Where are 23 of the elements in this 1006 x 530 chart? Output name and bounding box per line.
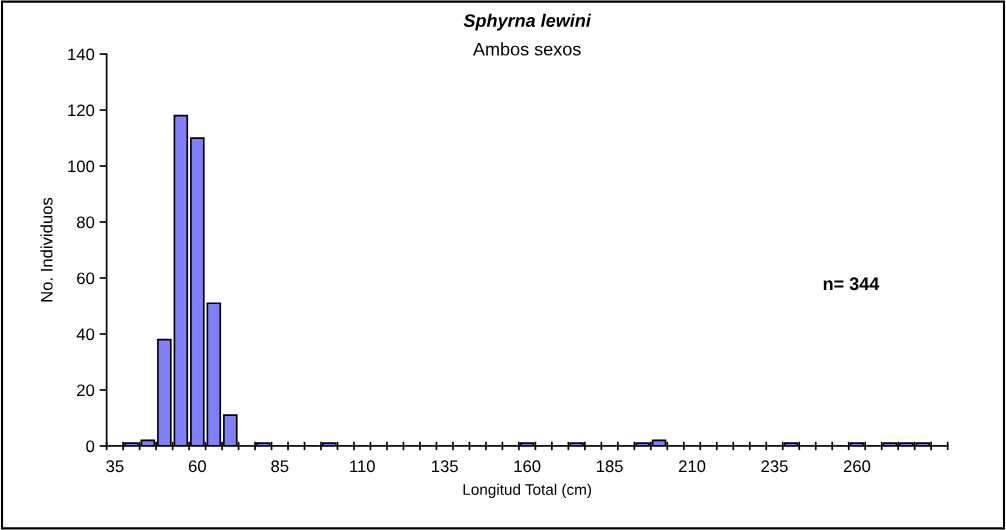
y-tick-label: 20 [77, 384, 95, 397]
y-tick-label: 60 [77, 272, 95, 285]
y-tick-label: 0 [86, 440, 95, 453]
x-tick-label: 135 [432, 460, 458, 473]
x-tick-label: 160 [514, 460, 541, 473]
x-tick-label: 235 [761, 460, 788, 473]
x-tick-label: 60 [188, 460, 206, 473]
y-tick-label: 80 [77, 216, 95, 229]
y-tick-label: 120 [68, 104, 95, 117]
y-tick-label: 140 [68, 48, 95, 61]
x-tick-label: 110 [350, 460, 375, 473]
y-tick-label: 100 [68, 160, 95, 173]
y-tick-label: 40 [76, 328, 95, 341]
y-axis-title: No. Individuos [40, 197, 53, 302]
chart-title: Sphyrna lewini [463, 13, 592, 31]
x-tick-label: 35 [106, 460, 124, 473]
annotation: n= 344 [823, 277, 880, 291]
x-axis-title: Longitud Total (cm) [463, 483, 592, 498]
chart-subtitle: Ambos sexos [472, 42, 581, 56]
x-tick-label: 210 [678, 460, 706, 473]
x-tick-label: 260 [843, 460, 871, 473]
x-tick-label: 185 [596, 460, 623, 473]
x-tick-label: 85 [271, 460, 289, 473]
